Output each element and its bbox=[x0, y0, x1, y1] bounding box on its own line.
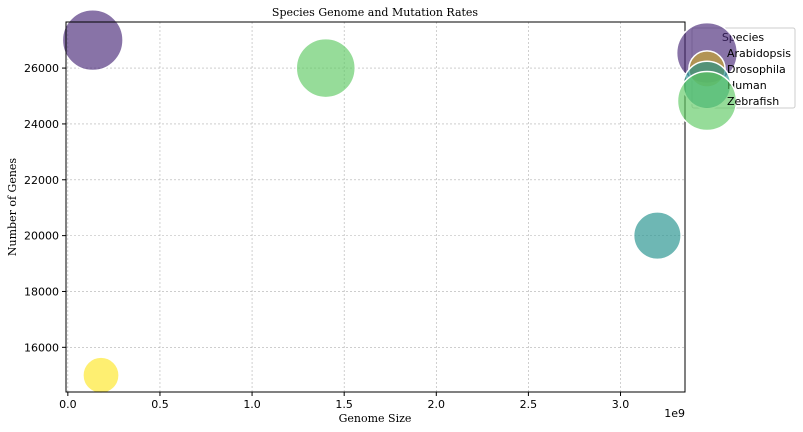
y-tick-label: 20000 bbox=[24, 230, 59, 243]
data-points bbox=[61, 9, 682, 395]
x-axis-multiplier: 1e9 bbox=[664, 407, 685, 420]
y-tick-label: 26000 bbox=[24, 62, 59, 75]
y-tick-label: 16000 bbox=[24, 341, 59, 354]
data-point-zebrafish bbox=[295, 37, 357, 99]
legend: Species ArabidopsisDrosophilaHumanZebraf… bbox=[675, 21, 796, 132]
legend-label-zebrafish: Zebrafish bbox=[727, 95, 779, 108]
legend-label-arabidopsis: Arabidopsis bbox=[727, 47, 791, 60]
y-tick-label: 22000 bbox=[24, 174, 59, 187]
y-axis-ticks: 16000 18000 20000 22000 24000 26000 bbox=[24, 62, 66, 354]
data-point-arabidopsis bbox=[61, 9, 124, 72]
legend-marker-zebrafish bbox=[676, 70, 738, 132]
y-tick-label: 24000 bbox=[24, 118, 59, 131]
x-tick-label: 0.0 bbox=[59, 398, 77, 411]
x-axis-ticks: 0.0 0.5 1.0 1.5 2.0 2.5 3.0 bbox=[59, 392, 629, 411]
legend-label-human: Human bbox=[727, 79, 767, 92]
chart-title: Species Genome and Mutation Rates bbox=[272, 6, 479, 19]
data-point-drosophila bbox=[82, 356, 120, 395]
y-axis-label: Number of Genes bbox=[6, 158, 19, 257]
x-tick-label: 1.0 bbox=[243, 398, 261, 411]
x-tick-label: 0.5 bbox=[151, 398, 169, 411]
x-tick-label: 2.0 bbox=[428, 398, 446, 411]
x-axis-label: Genome Size bbox=[339, 412, 412, 425]
x-tick-label: 2.5 bbox=[520, 398, 538, 411]
legend-label-drosophila: Drosophila bbox=[727, 63, 786, 76]
y-tick-label: 18000 bbox=[24, 285, 59, 298]
x-tick-label: 1.5 bbox=[335, 398, 353, 411]
grid bbox=[66, 22, 685, 392]
plot-frame bbox=[65, 21, 686, 393]
x-tick-label: 3.0 bbox=[612, 398, 630, 411]
data-point-human bbox=[632, 211, 682, 261]
